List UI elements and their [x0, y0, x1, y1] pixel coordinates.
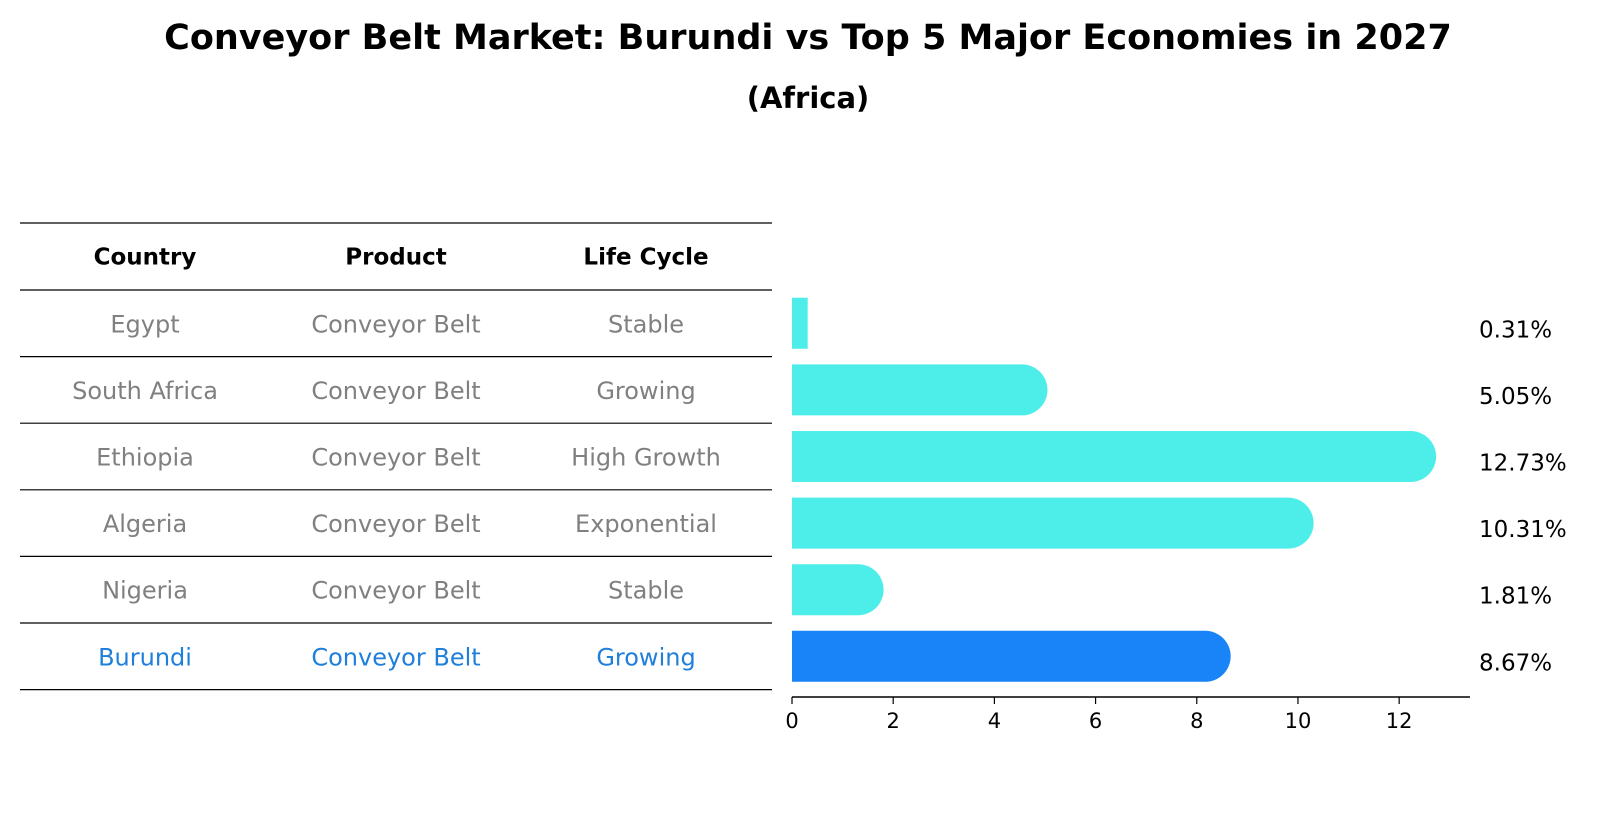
bar-chart: 0.31% 5.05% 12.73% 10.31% 1.81% 8.67%: [792, 297, 1567, 682]
value-label: 12.73%: [1479, 451, 1567, 477]
table-cell-product: Conveyor Belt: [311, 510, 480, 538]
bar-south-africa: [792, 364, 1048, 416]
table-cell-life-cycle: Stable: [608, 577, 684, 605]
table-cell-country: Egypt: [110, 310, 179, 338]
table-cell-life-cycle: High Growth: [571, 444, 721, 472]
table-cell-country: Burundi: [98, 643, 192, 671]
table-cell-life-cycle: Stable: [608, 310, 684, 338]
x-tick-label: 2: [887, 709, 900, 733]
x-tick-label: 6: [1089, 709, 1102, 733]
chart-title: Conveyor Belt Market: Burundi vs Top 5 M…: [164, 18, 1452, 58]
value-label: 0.31%: [1479, 317, 1552, 343]
table-cell-country: South Africa: [72, 377, 218, 405]
bar-algeria: [792, 497, 1314, 549]
data-table: Country Product Life Cycle Egypt Conveyor Be…: [20, 222, 772, 691]
table-row: Nigeria Conveyor Belt Stable: [102, 577, 684, 605]
table-cell-product: Conveyor Belt: [311, 444, 480, 472]
table-cell-country: Ethiopia: [96, 444, 194, 472]
table-cell-country: Algeria: [103, 510, 187, 538]
x-tick-label: 4: [988, 709, 1001, 733]
table-row: Egypt Conveyor Belt Stable: [110, 310, 684, 338]
table-cell-life-cycle: Growing: [596, 643, 695, 671]
table-header-cell: Product: [345, 245, 446, 271]
table-row: Ethiopia Conveyor Belt High Growth: [96, 444, 721, 472]
table-cell-country: Nigeria: [102, 577, 188, 605]
chart-subtitle: (Africa): [747, 81, 870, 115]
value-label: 1.81%: [1479, 584, 1552, 610]
value-label: 8.67%: [1479, 650, 1552, 676]
bar-ethiopia: [792, 431, 1437, 482]
table-row: Burundi Conveyor Belt Growing: [98, 643, 696, 671]
table-cell-product: Conveyor Belt: [311, 310, 480, 338]
table-header-cell: Life Cycle: [583, 245, 708, 271]
x-tick-label: 8: [1190, 709, 1203, 733]
table-cell-product: Conveyor Belt: [311, 577, 480, 605]
table-row: South Africa Conveyor Belt Growing: [72, 377, 696, 405]
bar-egypt: [792, 297, 808, 349]
value-label: 5.05%: [1479, 384, 1552, 410]
table-cell-life-cycle: Growing: [596, 377, 695, 405]
x-axis: 0 2 4 6 8 10 12: [785, 696, 1470, 733]
x-tick-label: 0: [785, 709, 798, 733]
table-row: Algeria Conveyor Belt Exponential: [103, 510, 717, 538]
x-tick-label: 12: [1386, 709, 1413, 733]
table-cell-product: Conveyor Belt: [311, 377, 480, 405]
table-header-cell: Country: [94, 245, 197, 271]
bar-nigeria: [792, 564, 884, 616]
bar-burundi: [792, 630, 1231, 682]
table-cell-product: Conveyor Belt: [311, 643, 480, 671]
table-cell-life-cycle: Exponential: [575, 510, 717, 538]
x-tick-label: 10: [1285, 709, 1312, 733]
value-label: 10.31%: [1479, 517, 1567, 543]
